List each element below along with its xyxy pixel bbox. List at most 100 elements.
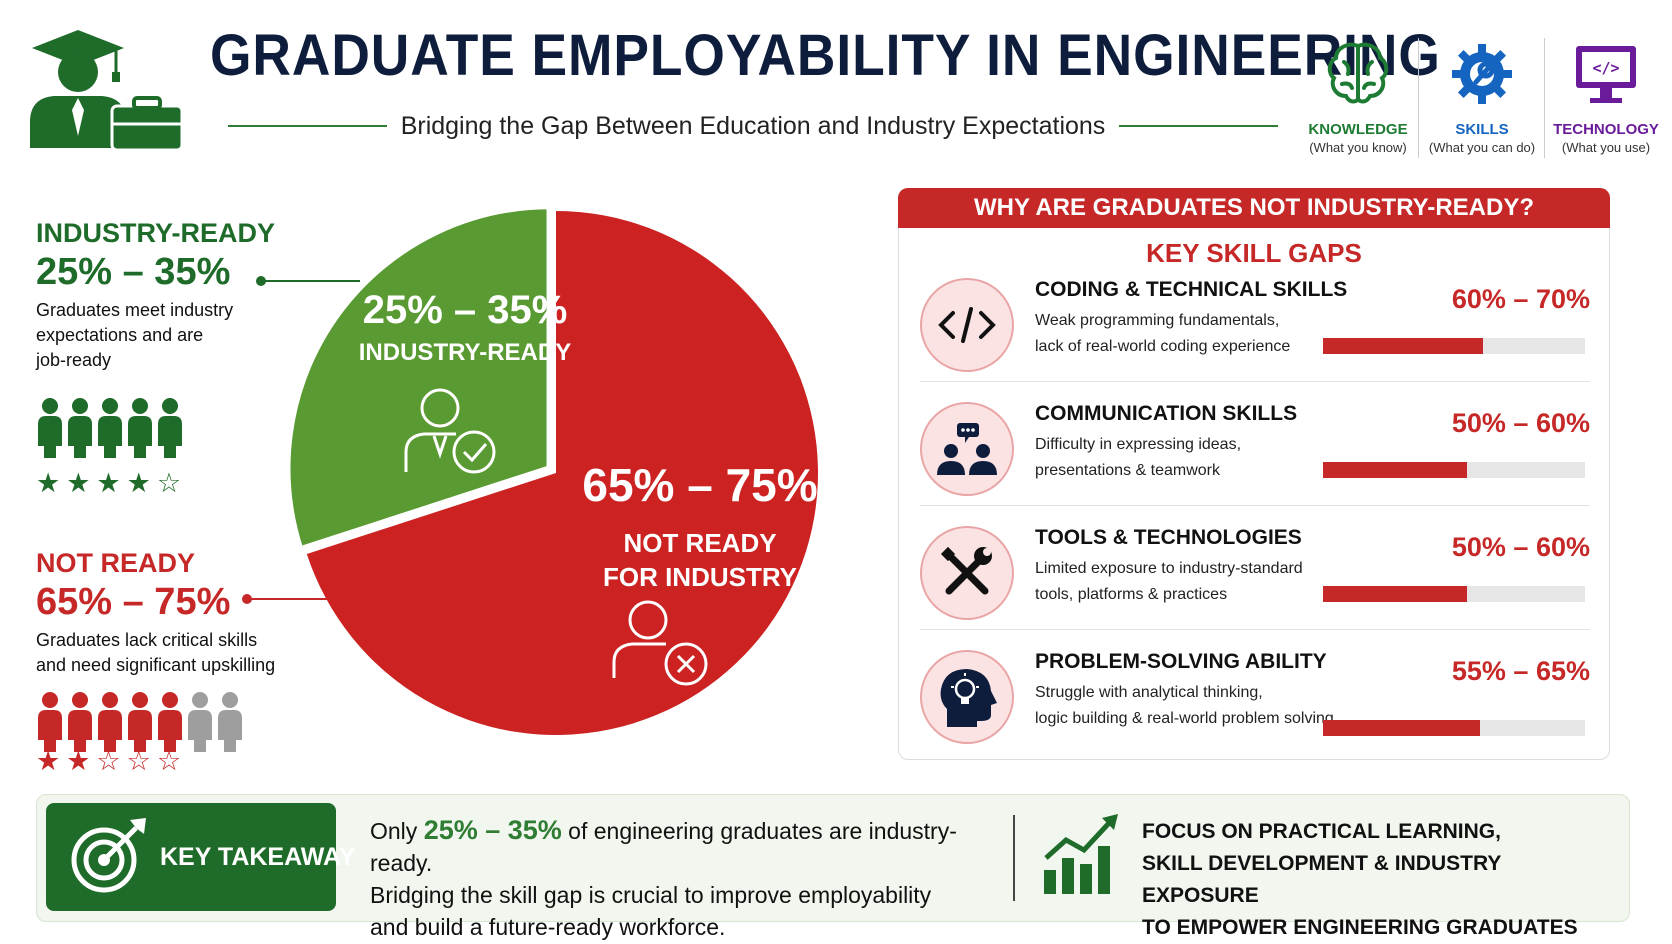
gap-desc-line: Struggle with analytical thinking, bbox=[1035, 684, 1263, 701]
gap-title: PROBLEM-SOLVING ABILITY bbox=[1035, 650, 1327, 673]
person-icon bbox=[38, 692, 62, 752]
pillar-sub: (What you know) bbox=[1309, 140, 1407, 155]
gap-title: TOOLS & TECHNOLOGIES bbox=[1035, 526, 1302, 549]
panel-title: WHY ARE GRADUATES NOT INDUSTRY-READY? bbox=[898, 188, 1610, 228]
gap-row-communication: COMMUNICATION SKILLS Difficulty in expre… bbox=[920, 394, 1590, 506]
takeaway-line-2: Bridging the skill gap is crucial to imp… bbox=[370, 882, 932, 908]
gap-desc-line: presentations & teamwork bbox=[1035, 462, 1220, 479]
ready-range: 25% – 35% bbox=[36, 251, 231, 293]
gap-desc-line: logic building & real-world problem solv… bbox=[1035, 710, 1334, 727]
gap-title: COMMUNICATION SKILLS bbox=[1035, 402, 1298, 425]
pillar-divider bbox=[1418, 38, 1419, 158]
gap-divider bbox=[920, 381, 1590, 382]
pillar-sub: (What you can do) bbox=[1428, 140, 1536, 155]
gap-bar-fill bbox=[1323, 338, 1483, 354]
gap-bar-fill bbox=[1323, 462, 1468, 478]
page-title: GRADUATE EMPLOYABILITY IN ENGINEERING bbox=[210, 23, 1441, 88]
focus-line: FOCUS ON PRACTICAL LEARNING, bbox=[1142, 820, 1501, 843]
takeaway-line-1: Only 25% – 35% of engineering graduates … bbox=[370, 814, 1010, 879]
not-ready-desc-1: Graduates lack critical skills bbox=[36, 630, 258, 650]
takeaway-post: of engineering graduates are industry-re… bbox=[370, 818, 957, 876]
person-icon bbox=[158, 692, 182, 752]
ready-desc-1: Graduates meet industry bbox=[36, 300, 234, 320]
person-icon bbox=[98, 692, 122, 752]
gap-bar-track bbox=[1323, 720, 1585, 736]
subtitle-rule-left bbox=[228, 125, 387, 127]
gap-row-coding: CODING & TECHNICAL SKILLS Weak programmi… bbox=[920, 270, 1590, 382]
person-icon bbox=[188, 692, 212, 752]
pie-not-ready-label: 65% – 75% NOT READY FOR INDUSTRY bbox=[570, 458, 830, 594]
gap-divider bbox=[920, 505, 1590, 506]
subtitle-row: Bridging the Gap Between Education and I… bbox=[228, 110, 1278, 142]
pie-slice-ready bbox=[286, 203, 553, 554]
person-icon bbox=[68, 692, 92, 752]
growth-chart-icon bbox=[1044, 814, 1118, 894]
takeaway-divider bbox=[1013, 815, 1015, 901]
svg-text:</>: </> bbox=[1592, 59, 1619, 77]
not-ready-range: 65% – 75% bbox=[36, 581, 231, 623]
pillar-label: TECHNOLOGY bbox=[1553, 121, 1659, 138]
gap-desc-line: tools, platforms & practices bbox=[1035, 586, 1228, 603]
key-takeaway-badge bbox=[46, 803, 336, 911]
takeaway-line-3: and build a future-ready workforce. bbox=[370, 914, 726, 940]
gap-percent: 55% – 65% bbox=[1451, 656, 1590, 686]
pie-not-pct: 65% – 75% bbox=[582, 459, 818, 511]
graduate-briefcase-icon bbox=[30, 30, 184, 152]
not-ready-connector-line bbox=[250, 598, 338, 600]
pillar-technology: </> TECHNOLOGY (What you use) bbox=[1550, 38, 1662, 155]
gap-desc: Struggle with analytical thinking, logic … bbox=[1035, 680, 1355, 732]
pie-ready-label: 25% – 35% INDUSTRY-READY bbox=[340, 288, 590, 367]
not-ready-desc-2: and need significant upskilling bbox=[36, 655, 276, 675]
ready-block: INDUSTRY-READY 25% – 35% Graduates meet … bbox=[36, 218, 275, 373]
ready-desc-2: expectations and are bbox=[36, 325, 204, 345]
gap-bar-track bbox=[1323, 586, 1585, 602]
gap-bar-fill bbox=[1323, 720, 1481, 736]
target-arrow-icon bbox=[71, 818, 146, 893]
focus-line: TO EMPOWER ENGINEERING GRADUATES bbox=[1142, 916, 1578, 939]
code-icon bbox=[938, 307, 996, 343]
gap-desc: Limited exposure to industry-standard too… bbox=[1035, 556, 1335, 608]
gap-desc-line: Weak programming fundamentals, bbox=[1035, 312, 1280, 329]
person-check-icon bbox=[404, 388, 496, 474]
key-takeaway-label: KEY TAKEAWAY bbox=[160, 843, 356, 871]
gap-desc-line: Limited exposure to industry-standard bbox=[1035, 560, 1303, 577]
gap-desc-line: lack of real-world coding experience bbox=[1035, 338, 1291, 355]
gap-icon-circle bbox=[920, 526, 1014, 620]
gap-bar-track bbox=[1323, 338, 1585, 354]
person-icon bbox=[98, 398, 122, 458]
head-lightbulb-icon bbox=[940, 669, 997, 727]
people-chat-icon bbox=[937, 423, 997, 475]
monitor-code-icon: </> bbox=[1576, 46, 1636, 103]
person-x-icon bbox=[612, 600, 708, 686]
pie-not-text-2: FOR INDUSTRY bbox=[602, 562, 798, 592]
not-ready-people-icons bbox=[38, 692, 242, 752]
ready-star-rating: ★★★★☆ bbox=[36, 468, 188, 498]
person-icon bbox=[218, 692, 242, 752]
subtitle-rule-right bbox=[1119, 125, 1278, 127]
pie-not-text-1: NOT READY bbox=[623, 528, 777, 558]
gap-percent: 60% – 70% bbox=[1451, 284, 1590, 314]
ready-connector-line bbox=[264, 280, 360, 282]
pie-ready-text: INDUSTRY-READY bbox=[358, 339, 572, 366]
brain-icon bbox=[1327, 42, 1389, 104]
page-subtitle: Bridging the Gap Between Education and I… bbox=[400, 111, 1106, 140]
person-icon bbox=[158, 398, 182, 458]
not-ready-star-rating: ★★☆☆☆ bbox=[36, 746, 188, 776]
gap-percent: 50% – 60% bbox=[1451, 532, 1590, 562]
pie-slice-not-ready bbox=[306, 211, 818, 735]
ready-heading: INDUSTRY-READY bbox=[36, 218, 276, 248]
pillar-label: KNOWLEDGE bbox=[1308, 121, 1408, 138]
gap-icon-circle bbox=[920, 402, 1014, 496]
gap-desc-line: Difficulty in expressing ideas, bbox=[1035, 436, 1242, 453]
gear-wrench-icon bbox=[1452, 44, 1512, 104]
not-ready-connector-dot bbox=[242, 594, 252, 604]
not-ready-heading: NOT READY bbox=[36, 548, 196, 578]
focus-statement: FOCUS ON PRACTICAL LEARNING, SKILL DEVEL… bbox=[1142, 816, 1602, 944]
pillar-knowledge: KNOWLEDGE (What you know) bbox=[1302, 38, 1414, 155]
gap-icon-circle bbox=[920, 650, 1014, 744]
person-icon bbox=[128, 398, 152, 458]
pillar-skills: SKILLS (What you can do) bbox=[1426, 38, 1538, 155]
takeaway-pre: Only bbox=[370, 818, 424, 844]
takeaway-text: Only 25% – 35% of engineering graduates … bbox=[370, 814, 1010, 943]
tools-icon bbox=[940, 546, 992, 595]
